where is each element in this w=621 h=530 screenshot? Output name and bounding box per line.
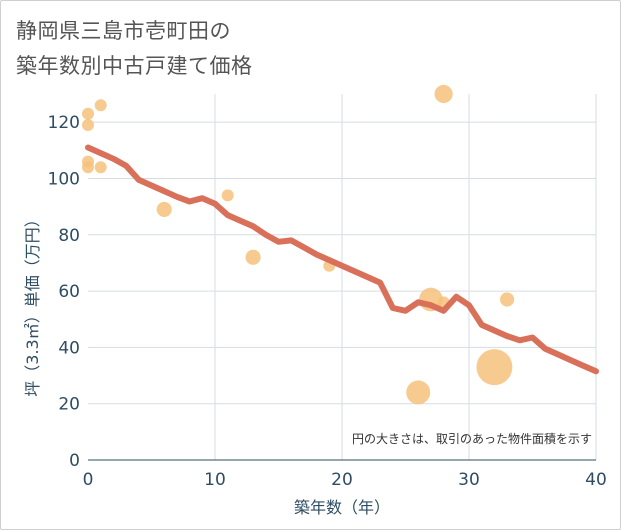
scatter-point (156, 201, 172, 218)
bubbles (82, 84, 515, 405)
x-tick-label: 0 (83, 470, 94, 490)
y-tick-labels: 0 20 40 60 80 100 120 (48, 113, 80, 471)
chart-title-line-2: 築年数別中古戸建て価格 (16, 54, 253, 78)
scatter-point (500, 292, 515, 307)
scatter-point (245, 249, 261, 265)
x-tick-label: 20 (331, 470, 353, 490)
x-tick-label: 30 (458, 470, 480, 490)
trend-line (85, 144, 599, 375)
chart-title: 静岡県三島市壱町田の 築年数別中古戸建て価格 (16, 14, 253, 84)
y-tick-label: 120 (48, 113, 80, 133)
y-axis-label: 坪（3.3㎡）単価（万円） (23, 211, 42, 396)
x-tick-label: 10 (204, 470, 226, 490)
x-tick-label: 40 (585, 470, 607, 490)
x-tick-labels: 0 10 20 30 40 (83, 470, 607, 490)
x-axis-label: 築年数（年） (294, 498, 390, 517)
scatter-point (221, 189, 234, 202)
chart-title-line-1: 静岡県三島市壱町田の (16, 19, 231, 43)
y-tick-label: 80 (58, 226, 80, 246)
y-tick-label: 40 (58, 338, 80, 358)
scatter-point (82, 118, 94, 131)
scatter-point (82, 107, 94, 120)
y-tick-label: 60 (58, 282, 80, 302)
grid (88, 94, 597, 460)
scatter-point (82, 161, 94, 174)
scatter-point (94, 99, 107, 112)
y-tick-label: 0 (69, 451, 80, 471)
y-tick-label: 100 (48, 169, 80, 189)
scatter-point (406, 380, 431, 405)
scatter-point (434, 84, 453, 104)
scatter-point (94, 161, 107, 174)
scatter-point (476, 349, 513, 386)
size-note: 円の大きさは、取引のあった物件面積を示す (352, 431, 592, 446)
y-tick-label: 20 (58, 395, 80, 415)
